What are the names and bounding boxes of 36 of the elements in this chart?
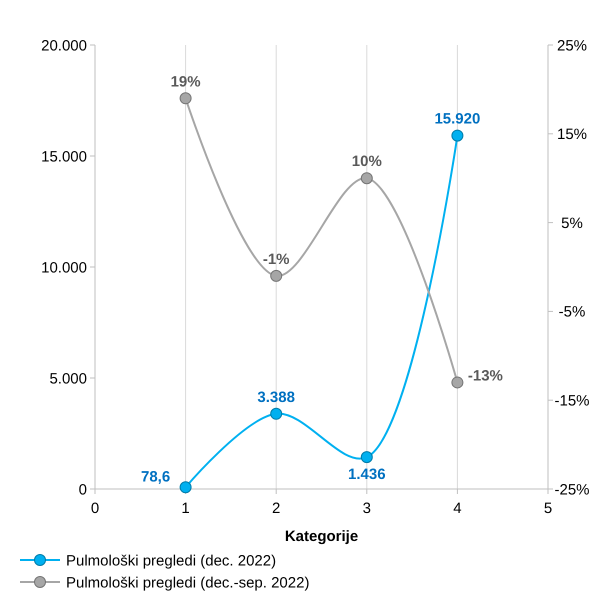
legend-label: Pulmološki pregledi (dec.-sep. 2022) [66, 574, 310, 592]
x-tick-label: 4 [453, 500, 462, 517]
data-label: -13% [468, 367, 503, 384]
point [451, 376, 464, 388]
legend-label: Pulmološki pregledi (dec. 2022) [66, 552, 276, 570]
y2-tick-label: -15% [554, 392, 590, 410]
data-label: 78,6 [141, 468, 170, 486]
y-tick-label: 15.000 [41, 148, 87, 166]
x-tick-label: 1 [181, 500, 190, 517]
x-axis-title: Kategorije [284, 528, 358, 545]
y2-tick-label: 5% [561, 214, 583, 232]
data-label: 3.388 [257, 388, 295, 406]
point [180, 481, 192, 494]
point [360, 451, 373, 464]
y2-tick-label: -5% [558, 304, 586, 321]
point [360, 172, 373, 184]
point [180, 92, 192, 104]
point [270, 270, 282, 282]
x-tick-label: 2 [272, 500, 280, 517]
y-tick-label: 20.000 [41, 37, 87, 54]
x-tick-label: 5 [544, 500, 552, 517]
y2-tick-label: -25% [554, 481, 590, 498]
point [451, 130, 464, 142]
data-label: 19% [170, 73, 201, 90]
y-tick-label: 0 [78, 481, 87, 498]
data-label: 1.436 [348, 466, 386, 484]
y-tick-label: 10.000 [41, 259, 87, 276]
x-tick-label: 0 [90, 500, 100, 517]
data-label: 10% [352, 153, 382, 170]
y2-tick-label: 25% [556, 37, 588, 54]
y2-tick-label: 15% [556, 126, 588, 144]
data-label: -1% [262, 250, 290, 268]
point [270, 408, 282, 420]
y-tick-label: 5.000 [49, 370, 87, 388]
x-tick-label: 3 [362, 500, 371, 517]
data-label: 15.920 [434, 110, 480, 128]
